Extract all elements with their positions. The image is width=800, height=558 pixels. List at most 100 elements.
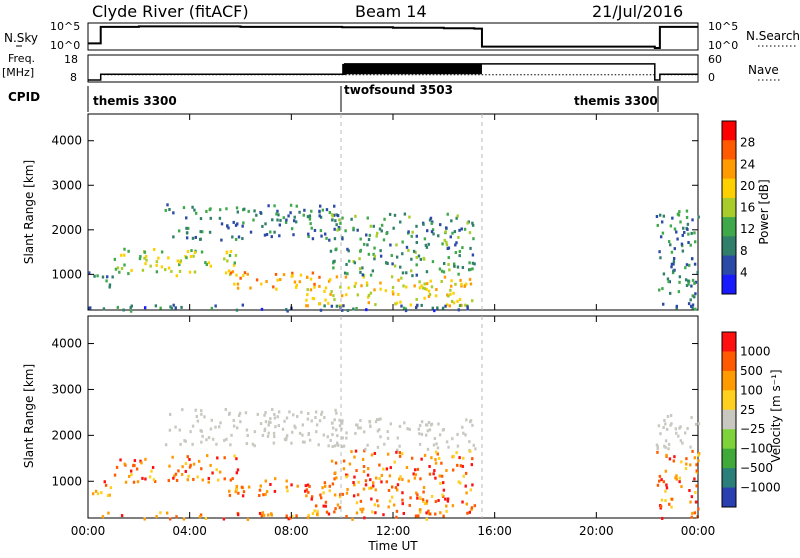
heatmap-cell bbox=[672, 269, 675, 273]
heatmap-cell bbox=[678, 210, 681, 214]
heatmap-cell bbox=[364, 479, 368, 483]
heatmap-cell bbox=[422, 490, 425, 494]
heatmap-cell bbox=[246, 517, 250, 521]
heatmap-cell bbox=[667, 447, 670, 451]
heatmap-cell bbox=[315, 423, 319, 427]
heatmap-cell bbox=[447, 445, 450, 449]
heatmap-cell bbox=[345, 263, 348, 267]
heatmap-cell bbox=[365, 308, 368, 312]
heatmap-cell bbox=[455, 241, 458, 245]
heatmap-cell bbox=[464, 282, 468, 286]
heatmap-cell bbox=[415, 491, 418, 495]
heatmap-cell bbox=[301, 440, 305, 444]
heatmap-cell bbox=[186, 249, 190, 253]
heatmap-cell bbox=[269, 482, 272, 486]
heatmap-cell bbox=[274, 425, 277, 429]
heatmap-cell bbox=[355, 511, 359, 515]
heatmap-cell bbox=[474, 447, 477, 451]
heatmap-cell bbox=[354, 449, 358, 453]
heatmap-cell bbox=[356, 493, 360, 497]
heatmap-cell bbox=[242, 274, 245, 278]
heatmap-cell bbox=[368, 233, 372, 237]
heatmap-cell bbox=[321, 208, 325, 212]
heatmap-cell bbox=[272, 441, 276, 445]
heatmap-cell bbox=[109, 486, 113, 490]
heatmap-cell bbox=[189, 430, 192, 434]
heatmap-cell bbox=[143, 517, 146, 521]
heatmap-cell bbox=[243, 271, 247, 275]
heatmap-cell bbox=[395, 255, 399, 259]
heatmap-cell bbox=[286, 309, 289, 313]
heatmap-cell bbox=[149, 264, 152, 268]
heatmap-cell bbox=[378, 428, 381, 432]
heatmap-cell bbox=[283, 419, 286, 423]
heatmap-cell bbox=[450, 284, 453, 288]
heatmap-cell bbox=[329, 278, 332, 282]
heatmap-cell bbox=[355, 423, 358, 427]
heatmap-cell bbox=[270, 513, 274, 517]
heatmap-cell bbox=[665, 483, 668, 487]
xtick-label: 04:00 bbox=[172, 524, 207, 538]
heatmap-cell bbox=[380, 223, 384, 227]
heatmap-cell bbox=[658, 479, 661, 483]
heatmap-cell bbox=[318, 419, 322, 423]
heatmap-cell bbox=[259, 422, 263, 426]
heatmap-cell bbox=[697, 453, 700, 457]
heatmap-cell bbox=[294, 426, 297, 430]
heatmap-cell bbox=[144, 457, 147, 461]
heatmap-cell bbox=[691, 511, 694, 515]
heatmap-cell bbox=[350, 217, 353, 221]
heatmap-cell bbox=[265, 232, 269, 236]
heatmap-cell bbox=[659, 506, 662, 510]
heatmap-cell bbox=[306, 215, 310, 219]
heatmap-cell bbox=[471, 223, 475, 227]
heatmap-cell bbox=[327, 444, 330, 448]
heatmap-cell bbox=[415, 255, 418, 259]
heatmap-cell bbox=[242, 490, 246, 494]
heatmap-cell bbox=[362, 465, 366, 469]
heatmap-cell bbox=[334, 507, 337, 511]
heatmap-cell bbox=[309, 222, 312, 226]
heatmap-cell bbox=[310, 497, 313, 501]
heatmap-cell bbox=[298, 431, 302, 435]
colorbar-tick: 20 bbox=[740, 179, 755, 193]
heatmap-cell bbox=[266, 434, 270, 438]
heatmap-cell bbox=[341, 436, 344, 440]
heatmap-cell bbox=[664, 499, 667, 503]
freq-dense-block bbox=[342, 63, 482, 75]
heatmap-cell bbox=[686, 427, 689, 431]
xtick-label: 16:00 bbox=[477, 524, 512, 538]
heatmap-cell bbox=[428, 428, 432, 432]
heatmap-cell bbox=[361, 266, 364, 270]
heatmap-cell bbox=[223, 477, 226, 481]
heatmap-cell bbox=[462, 456, 465, 460]
heatmap-cell bbox=[375, 476, 378, 480]
heatmap-cell bbox=[274, 272, 278, 276]
heatmap-cell bbox=[418, 286, 422, 290]
heatmap-cell bbox=[656, 447, 659, 451]
heatmap-cell bbox=[174, 472, 178, 476]
heatmap-cell bbox=[304, 489, 307, 493]
heatmap-cell bbox=[207, 480, 210, 484]
heatmap-cell bbox=[273, 412, 276, 416]
heatmap-cell bbox=[363, 449, 366, 453]
heatmap-cell bbox=[281, 427, 285, 431]
heatmap-cell bbox=[673, 455, 676, 459]
heatmap-cell bbox=[259, 211, 262, 215]
heatmap-cell bbox=[670, 505, 673, 509]
heatmap-cell bbox=[113, 473, 117, 477]
heatmap-cell bbox=[446, 247, 449, 251]
heatmap-cell bbox=[362, 275, 365, 279]
heatmap-cell bbox=[670, 265, 673, 269]
heatmap-cell bbox=[328, 484, 331, 488]
heatmap-cell bbox=[686, 227, 689, 231]
heatmap-cell bbox=[435, 442, 438, 446]
heatmap-cell bbox=[430, 221, 433, 225]
heatmap-cell bbox=[429, 512, 432, 516]
heatmap-cell bbox=[399, 475, 402, 479]
heatmap-cell bbox=[658, 474, 662, 478]
heatmap-cell bbox=[246, 272, 249, 276]
heatmap-cell bbox=[354, 281, 357, 285]
heatmap-cell bbox=[430, 230, 434, 234]
